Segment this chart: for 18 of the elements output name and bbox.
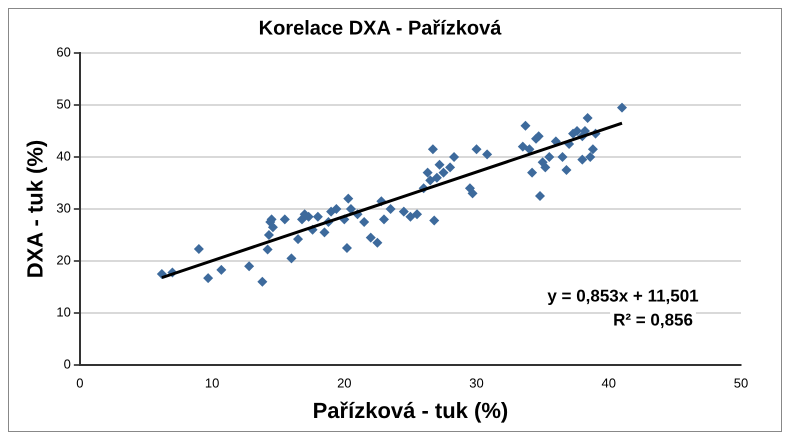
x-tick-label: 40 [602,375,616,390]
chart-title: Korelace DXA - Pařízková [258,18,502,40]
x-tick-label: 30 [469,375,484,390]
y-tick-label: 20 [56,252,71,268]
y-tick-label: 40 [56,148,71,164]
y-axis-title: DXA - tuk (%) [22,140,48,278]
y-tick-label: 50 [56,96,71,112]
annotation: y = 0,853x + 11,501 [547,286,699,306]
y-tick-label: 0 [64,356,71,372]
x-tick-label: 20 [337,375,352,390]
x-tick-label: 50 [734,375,748,390]
y-tick-label: 60 [56,44,71,60]
x-tick-label: 10 [204,375,220,390]
x-tick-label: 0 [76,375,84,390]
annotation: R² = 0,856 [613,310,693,330]
x-axis-title: Pařízková - tuk (%) [312,398,508,423]
y-tick-label: 30 [56,200,71,216]
y-tick-label: 10 [56,304,71,320]
